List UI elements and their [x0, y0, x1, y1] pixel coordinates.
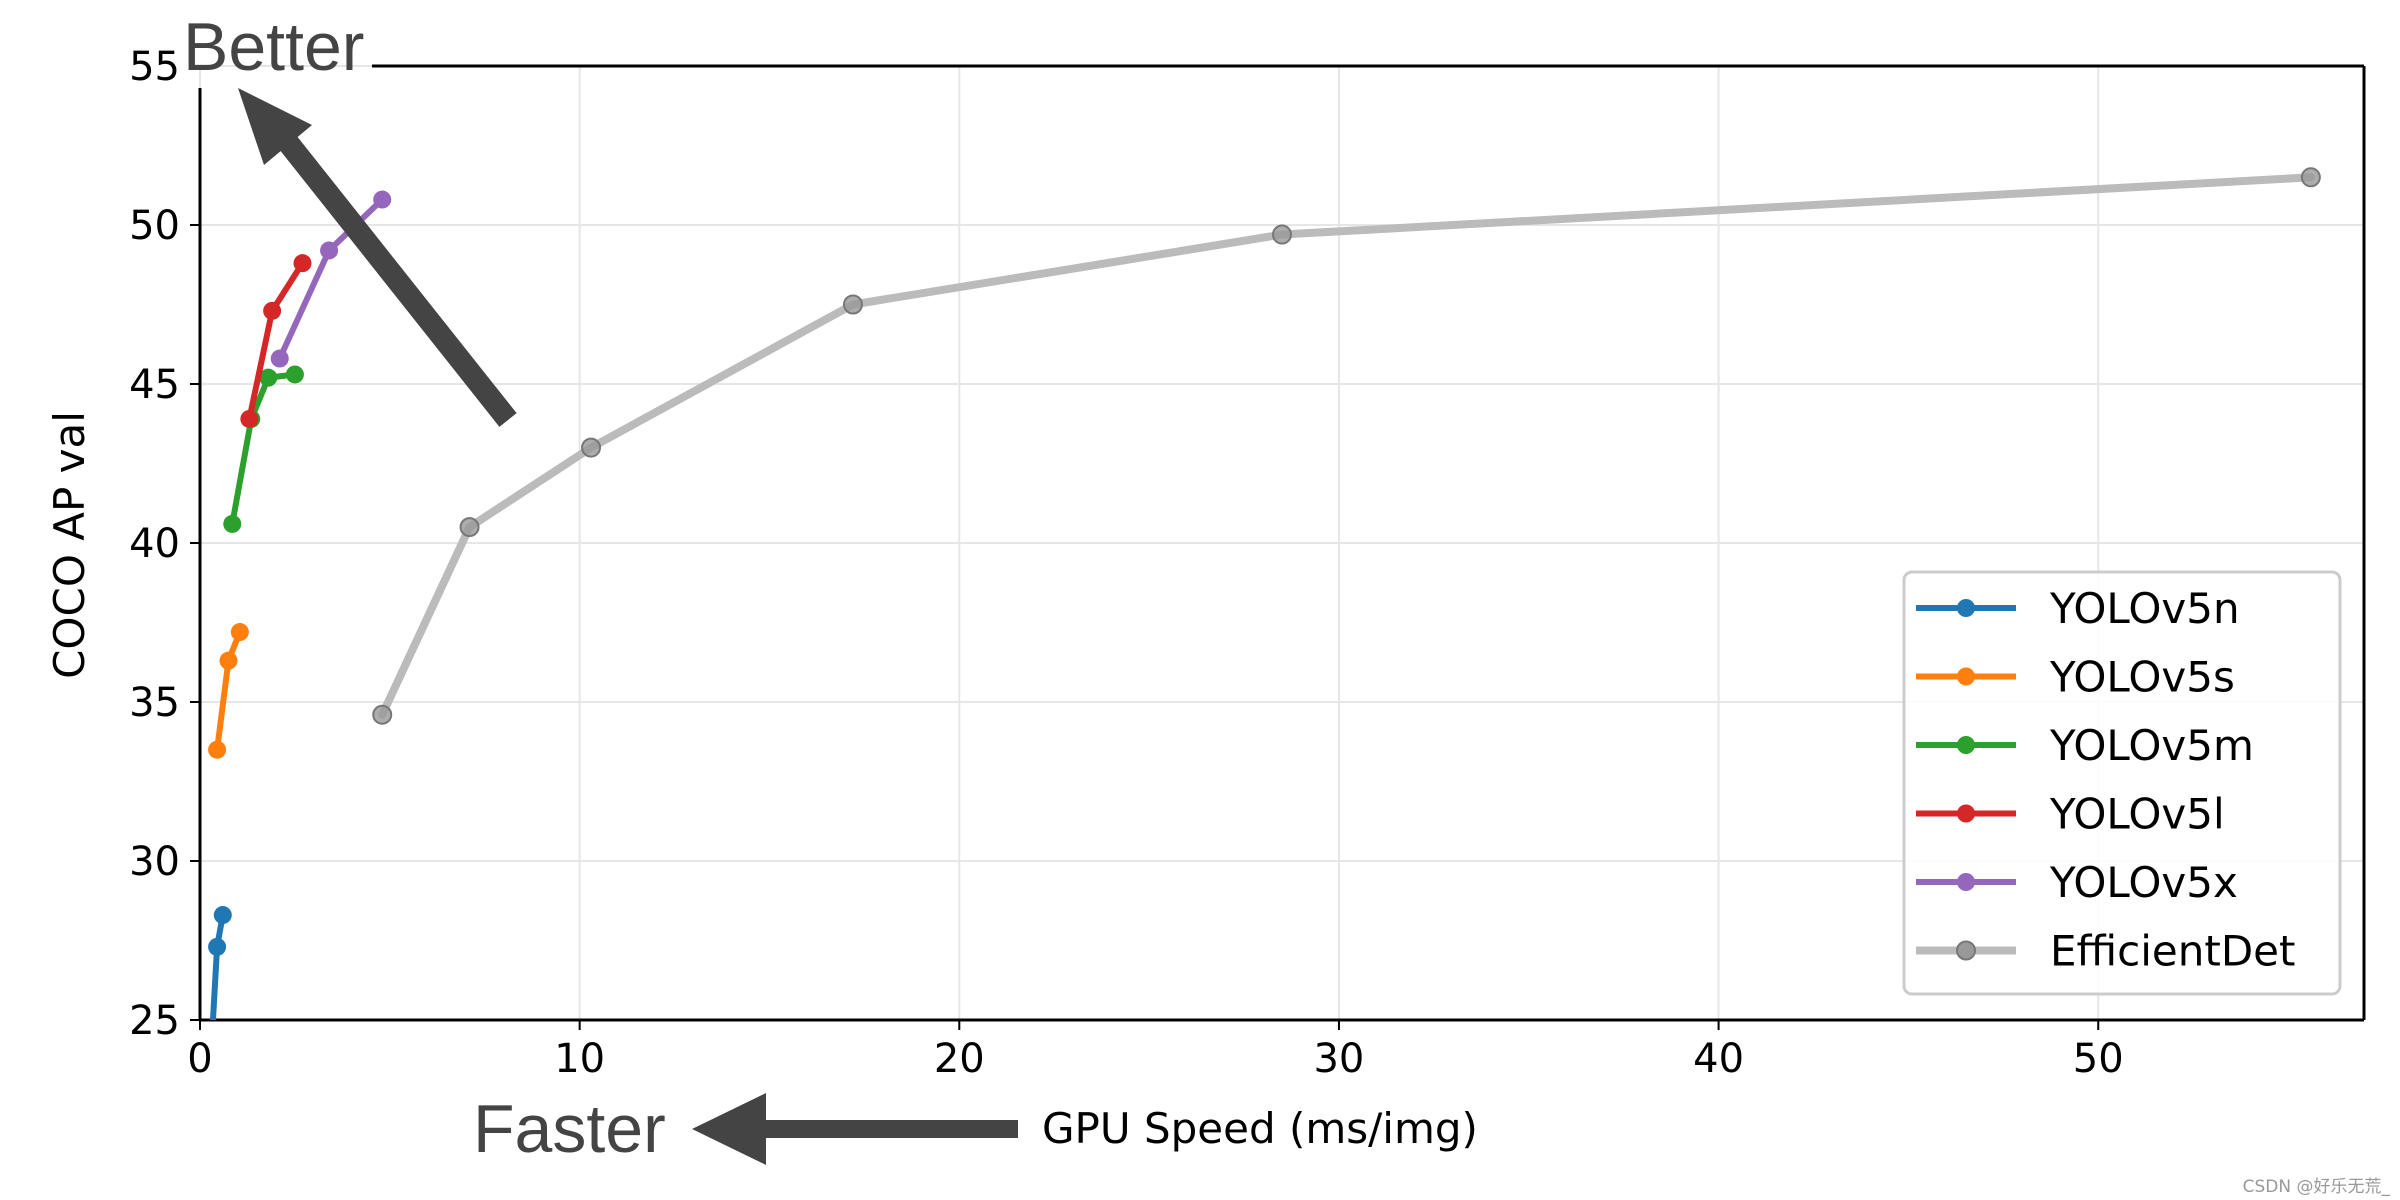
data-point-efficientdet [581, 437, 602, 458]
legend-item-efficientdet: EfficientDet [1916, 927, 2295, 976]
legend-item-yolov5m: YOLOv5m [1916, 721, 2254, 770]
x-axis-label: GPU Speed (ms/img) [1042, 1104, 1478, 1153]
y-tick-label: 40 [129, 521, 180, 567]
series-yolov5l [240, 254, 312, 428]
better-annotation: Better [183, 9, 364, 85]
data-point-yolov5n [213, 906, 232, 925]
data-point-yolov5l [263, 301, 282, 320]
y-tick-label: 25 [129, 998, 180, 1044]
legend-label: YOLOv5l [2049, 790, 2225, 839]
legend-swatch-marker [1957, 804, 1975, 823]
x-tick-label: 20 [934, 1036, 985, 1082]
legend-label: YOLOv5x [2049, 858, 2238, 907]
data-point-yolov5x [320, 241, 339, 260]
better-arrow-head [238, 88, 312, 165]
series-yolov5x [270, 190, 392, 368]
legend-swatch-marker [1957, 667, 1975, 686]
ticks: 0 10 20 30 40 50 25 30 35 40 45 50 55 [129, 44, 2124, 1082]
data-point-yolov5l [293, 254, 312, 273]
series-line-yolov5s [214, 629, 243, 753]
axes [198, 64, 2366, 1022]
series-yolov5m [223, 365, 304, 533]
data-point-yolov5m [223, 514, 242, 533]
series [199, 167, 2321, 1124]
data-point-efficientdet [842, 294, 863, 315]
y-tick-label: 45 [129, 362, 180, 408]
data-point-yolov5n [208, 937, 227, 956]
y-tick-label: 35 [129, 680, 180, 726]
data-point-yolov5m [285, 365, 304, 384]
x-tick-label: 10 [554, 1036, 605, 1082]
data-point-efficientdet [372, 704, 393, 725]
x-tick-label: 40 [1693, 1036, 1744, 1082]
legend-label: EfficientDet [2050, 927, 2295, 976]
legend-item-yolov5n: YOLOv5n [1916, 584, 2240, 633]
faster-arrow [692, 1093, 1018, 1165]
data-point-yolov5s [230, 623, 249, 642]
data-point-efficientdet [459, 517, 480, 538]
legend-swatch-marker [1957, 873, 1975, 891]
y-tick-label: 30 [129, 839, 180, 885]
series-line-yolov5m [229, 371, 298, 527]
legend-label: YOLOv5n [2049, 584, 2240, 633]
legend-item-yolov5s: YOLOv5s [1916, 653, 2235, 702]
faster-arrow-head [692, 1093, 766, 1165]
data-point-yolov5n [199, 1106, 217, 1124]
x-tick-label: 0 [187, 1036, 212, 1082]
data-point-yolov5m [259, 368, 278, 387]
legend-swatch-marker [1957, 599, 1975, 617]
legend-item-yolov5x: YOLOv5x [1916, 858, 2238, 907]
x-tick-label: 30 [1313, 1036, 1364, 1082]
series-line-efficientdet [378, 173, 2315, 719]
watermark: CSDN @好乐无荒_ [2243, 1177, 2391, 1197]
faster-annotation: Faster [473, 1091, 666, 1167]
data-point-yolov5s [208, 740, 227, 759]
legend-label: YOLOv5m [2049, 721, 2254, 770]
better-arrow [238, 88, 517, 427]
data-point-yolov5l [240, 409, 259, 428]
series-efficientdet [372, 167, 2321, 725]
y-tick-label: 55 [129, 44, 180, 90]
data-point-yolov5s [219, 651, 238, 670]
data-point-yolov5x [373, 190, 392, 209]
y-tick-label: 50 [129, 203, 180, 249]
legend-item-yolov5l: YOLOv5l [1916, 790, 2225, 839]
legend-label: YOLOv5s [2049, 653, 2235, 702]
legend: YOLOv5n YOLOv5s YOLOv5m YOLOv5l YOLOv5x Effic… [1902, 570, 2342, 996]
y-axis-label: COCO AP val [45, 411, 94, 679]
series-yolov5s [208, 623, 249, 759]
x-tick-label: 50 [2073, 1036, 2124, 1082]
series-yolov5n [199, 906, 232, 1124]
better-arrow-shaft [269, 123, 517, 427]
series-line-yolov5l [246, 260, 306, 422]
legend-swatch-marker [1956, 940, 1976, 961]
legend-swatch-marker [1957, 736, 1975, 754]
data-point-yolov5x [270, 349, 289, 368]
data-point-efficientdet [1272, 224, 1292, 245]
data-point-efficientdet [2300, 167, 2321, 188]
